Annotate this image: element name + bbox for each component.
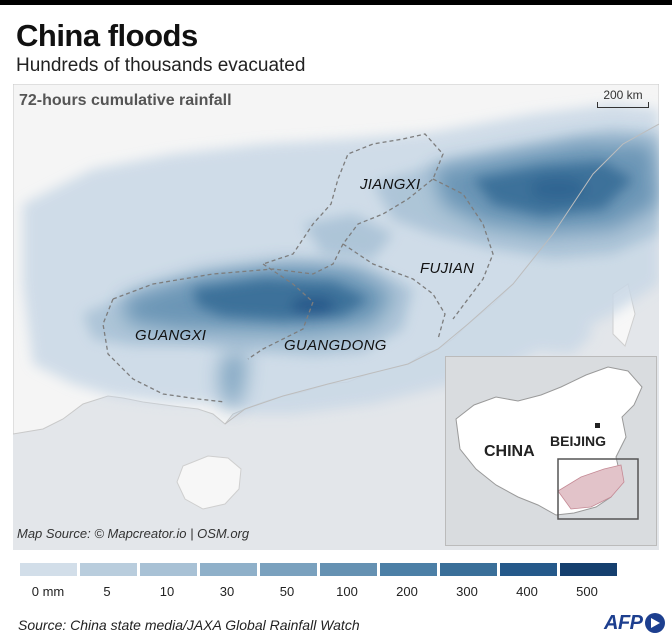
legend-swatch-1 — [80, 563, 137, 576]
province-label-guangdong: GUANGDONG — [284, 337, 387, 354]
province-label-guangxi: GUANGXI — [135, 327, 207, 344]
top-rule — [0, 0, 672, 5]
legend-value-6: 200 — [396, 584, 418, 599]
legend-swatch-0 — [20, 563, 77, 576]
inset-graphics — [455, 366, 643, 520]
province-borders — [102, 133, 494, 403]
legend-value-4: 50 — [279, 584, 295, 599]
scale-bar-line — [597, 102, 649, 108]
legend-value-8: 400 — [516, 584, 538, 599]
inset-capital-label: BEIJING — [550, 433, 607, 449]
scale-bar: 200 km — [597, 88, 649, 108]
province-label-jiangxi: JIANGXI — [360, 176, 421, 193]
rainfall-map: 72-hours cumulative rainfall 200 km JIAN… — [13, 84, 659, 550]
legend-value-1: 5 — [103, 584, 111, 599]
legend-swatch-3 — [200, 563, 257, 576]
beijing-marker — [595, 423, 600, 428]
legend-swatch-5 — [320, 563, 377, 576]
scale-label: 200 km — [603, 88, 643, 102]
province-label-fujian: FUJIAN — [420, 260, 475, 277]
inset-focus-box — [557, 458, 639, 520]
map-graphics — [13, 84, 659, 550]
legend-value-5: 100 — [336, 584, 358, 599]
legend-value-9: 500 — [576, 584, 598, 599]
legend-swatch-2 — [140, 563, 197, 576]
legend-swatch-6 — [380, 563, 437, 576]
page-title: China floods — [16, 18, 198, 53]
coastline — [224, 123, 659, 425]
map-source: Map Source: © Mapcreator.io | OSM.org — [17, 526, 250, 541]
legend-value-0: 0 mm — [31, 584, 65, 599]
legend-value-2: 10 — [159, 584, 175, 599]
legend-swatch-9 — [560, 563, 617, 576]
afp-logo-text: AFP — [604, 611, 643, 634]
afp-logo-icon — [644, 613, 665, 633]
hainan-island — [176, 455, 242, 510]
page-subtitle: Hundreds of thousands evacuated — [16, 55, 306, 76]
inset-country-label: CHINA — [484, 443, 535, 460]
locator-inset: CHINA BEIJING — [445, 356, 657, 546]
legend-swatch-4 — [260, 563, 317, 576]
footer-source: Source: China state media/JAXA Global Ra… — [18, 617, 360, 633]
legend-swatch-8 — [500, 563, 557, 576]
legend-value-7: 300 — [456, 584, 478, 599]
legend-swatch-7 — [440, 563, 497, 576]
map-legend-title: 72-hours cumulative rainfall — [19, 92, 232, 109]
afp-logo: AFP — [604, 610, 665, 636]
inset-flood-region — [557, 464, 625, 510]
rain-core-layer — [193, 162, 633, 320]
legend-value-3: 30 — [219, 584, 235, 599]
